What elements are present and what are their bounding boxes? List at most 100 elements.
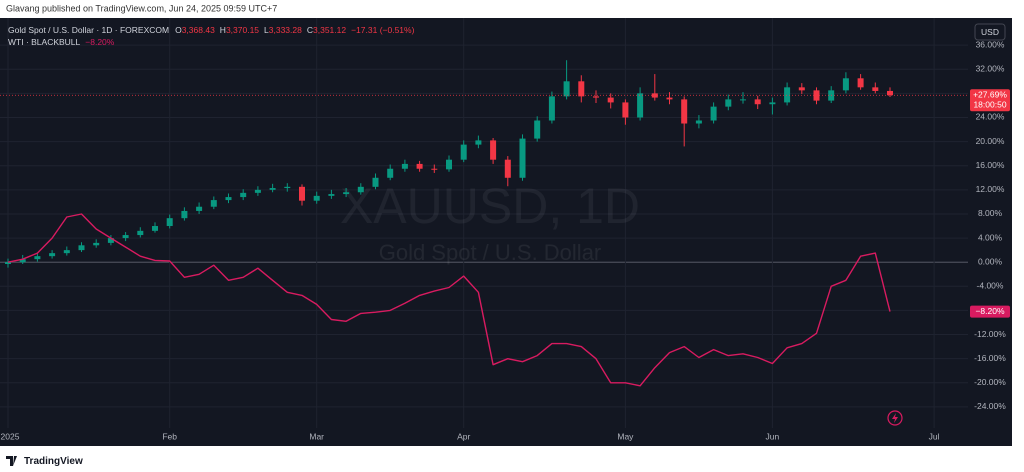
legend-gold: Gold Spot / U.S. Dollar · 1D · FOREXCOM O… bbox=[8, 25, 415, 35]
candle-body bbox=[563, 81, 570, 97]
line-series bbox=[7, 213, 891, 387]
candle-body bbox=[769, 102, 776, 105]
legend-name: WTI · BLACKBULL bbox=[8, 37, 81, 47]
candle-body bbox=[122, 235, 129, 239]
logo-mark bbox=[6, 456, 17, 466]
currency-button[interactable] bbox=[974, 23, 1006, 41]
legend-key: H bbox=[220, 25, 226, 35]
candle-body bbox=[490, 140, 497, 160]
legend-key: C bbox=[307, 25, 313, 35]
candle-body bbox=[196, 206, 203, 211]
candle-body bbox=[519, 138, 526, 178]
y-tick-label: 0.00% bbox=[978, 256, 1003, 266]
watermark-description: Gold Spot / U.S. Dollar bbox=[379, 240, 602, 265]
legend-name: Gold Spot / U.S. Dollar · 1D · FOREXCOM bbox=[8, 25, 169, 35]
candle-body bbox=[637, 93, 644, 118]
y-tick-label: -12.00% bbox=[974, 329, 1006, 339]
candle-body bbox=[710, 106, 717, 121]
candle-body bbox=[872, 87, 879, 91]
candle-body bbox=[460, 144, 467, 160]
candle-body bbox=[475, 140, 482, 145]
candle-body bbox=[416, 163, 423, 169]
footer-logo: TradingView bbox=[6, 456, 83, 467]
candle-body bbox=[695, 120, 702, 124]
price-tag-label: +27.69% bbox=[973, 89, 1007, 99]
candle-body bbox=[578, 81, 585, 97]
candle-body bbox=[784, 87, 791, 103]
candle-body bbox=[401, 163, 408, 169]
candle-body bbox=[313, 195, 320, 201]
candle-body bbox=[622, 102, 629, 118]
candle-body bbox=[166, 218, 173, 227]
y-tick-label: -24.00% bbox=[974, 401, 1006, 411]
candle-body bbox=[152, 226, 158, 231]
candle-body bbox=[107, 238, 114, 243]
y-tick-label: -20.00% bbox=[974, 377, 1006, 387]
price-tag bbox=[970, 305, 1010, 318]
candle-body bbox=[93, 242, 100, 246]
legend-value: 3,368.43 bbox=[182, 25, 215, 35]
candle-body bbox=[372, 177, 379, 187]
price-tag-label: −8.20% bbox=[975, 306, 1005, 316]
candle-body bbox=[240, 192, 247, 198]
candle-body bbox=[137, 230, 144, 236]
candle-body bbox=[5, 262, 11, 264]
candle-body bbox=[34, 256, 41, 260]
y-tick-label: 8.00% bbox=[978, 208, 1003, 218]
y-tick-label: 12.00% bbox=[976, 184, 1005, 194]
candle-body bbox=[504, 159, 511, 178]
legend-wti: WTI · BLACKBULL −8.20% bbox=[8, 37, 115, 47]
candle-body bbox=[887, 90, 893, 96]
candle-body bbox=[681, 99, 688, 124]
candle-body bbox=[225, 197, 232, 201]
publish-header: Glavang published on TradingView.com, Ju… bbox=[6, 3, 277, 13]
y-tick-label: 4.00% bbox=[978, 232, 1003, 242]
alert-bolt bbox=[892, 413, 898, 423]
x-tick-label: Feb bbox=[162, 431, 177, 441]
legend-value: 3,370.15 bbox=[226, 25, 259, 35]
x-tick-label: Jul bbox=[929, 431, 940, 441]
candle-body bbox=[19, 259, 26, 263]
candle-body bbox=[446, 159, 452, 170]
candle-body bbox=[299, 186, 305, 201]
candle-body bbox=[740, 99, 746, 101]
candle-body bbox=[181, 210, 188, 219]
candle-body bbox=[754, 99, 761, 105]
candle-body bbox=[269, 188, 276, 190]
candle-body bbox=[343, 192, 350, 195]
y-tick-label: -4.00% bbox=[977, 281, 1004, 291]
candle-body bbox=[49, 253, 56, 257]
legend-key: O bbox=[175, 25, 182, 35]
price-tag bbox=[970, 89, 1010, 112]
candle-body bbox=[857, 78, 864, 88]
currency-label[interactable]: USD bbox=[981, 27, 999, 37]
candle-body bbox=[78, 245, 85, 251]
candle-body bbox=[593, 96, 599, 98]
y-tick-label: 32.00% bbox=[976, 64, 1005, 74]
x-tick-label: 2025 bbox=[1, 431, 20, 441]
legend-change: −8.20% bbox=[85, 37, 115, 47]
y-tick-label: 16.00% bbox=[976, 160, 1005, 170]
plot bbox=[0, 60, 968, 387]
y-tick-label: 20.00% bbox=[976, 136, 1005, 146]
x-tick-label: Apr bbox=[457, 431, 470, 441]
alert-icon[interactable] bbox=[887, 410, 903, 426]
legend-value: 3,351.12 bbox=[313, 25, 346, 35]
countdown-label: 18:00:50 bbox=[973, 99, 1006, 109]
candle-body bbox=[328, 194, 335, 196]
candle-body bbox=[357, 186, 364, 193]
candle-body bbox=[431, 168, 438, 170]
y-tick-label: 36.00% bbox=[976, 39, 1005, 49]
x-tick-label: May bbox=[617, 431, 634, 441]
candle-body bbox=[607, 97, 614, 103]
watermark-symbol: XAUUSD, 1D bbox=[340, 178, 640, 234]
candle-body bbox=[548, 96, 555, 121]
y-tick-label: -16.00% bbox=[974, 353, 1006, 363]
y-tick-label: 24.00% bbox=[976, 112, 1005, 122]
candle-body bbox=[254, 189, 261, 193]
candle-body bbox=[725, 99, 732, 107]
x-tick-label: Jun bbox=[766, 431, 780, 441]
candle-body bbox=[63, 250, 70, 254]
legend-change: −17.31 (−0.51%) bbox=[351, 25, 414, 35]
candle-body bbox=[210, 200, 217, 207]
